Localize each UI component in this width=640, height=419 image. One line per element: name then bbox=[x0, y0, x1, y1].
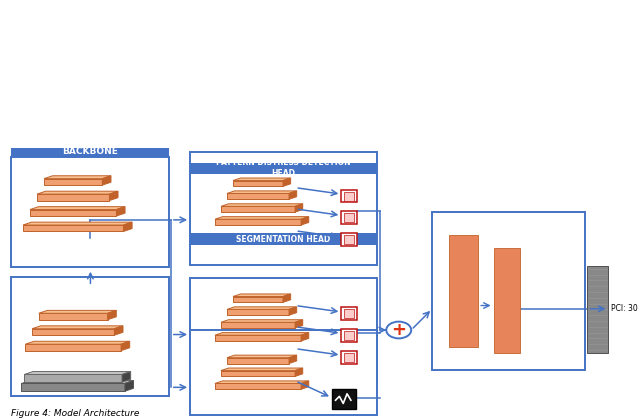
Polygon shape bbox=[44, 178, 102, 185]
Polygon shape bbox=[215, 383, 301, 389]
Polygon shape bbox=[22, 383, 125, 391]
Polygon shape bbox=[24, 375, 122, 382]
Polygon shape bbox=[22, 380, 134, 383]
Polygon shape bbox=[23, 222, 132, 225]
Text: BACKBONE: BACKBONE bbox=[62, 147, 118, 156]
Polygon shape bbox=[37, 194, 109, 201]
FancyBboxPatch shape bbox=[341, 329, 356, 341]
Text: PATTERN DISTRESS DETECTION
HEAD: PATTERN DISTRESS DETECTION HEAD bbox=[216, 158, 351, 178]
Polygon shape bbox=[233, 294, 291, 297]
Polygon shape bbox=[233, 181, 283, 186]
Polygon shape bbox=[295, 204, 303, 212]
FancyBboxPatch shape bbox=[344, 331, 354, 340]
Polygon shape bbox=[233, 297, 283, 303]
FancyBboxPatch shape bbox=[11, 158, 169, 267]
Polygon shape bbox=[227, 307, 297, 309]
FancyBboxPatch shape bbox=[11, 146, 169, 158]
Polygon shape bbox=[32, 326, 123, 329]
FancyBboxPatch shape bbox=[11, 36, 169, 48]
Text: NECK: NECK bbox=[76, 38, 104, 47]
Text: Figure 4: Model Architecture: Figure 4: Model Architecture bbox=[11, 409, 140, 418]
FancyBboxPatch shape bbox=[332, 389, 356, 409]
Polygon shape bbox=[289, 307, 297, 315]
Polygon shape bbox=[215, 335, 301, 341]
Polygon shape bbox=[301, 381, 308, 389]
Polygon shape bbox=[221, 320, 303, 322]
Polygon shape bbox=[289, 191, 297, 199]
Polygon shape bbox=[108, 310, 116, 320]
Polygon shape bbox=[221, 370, 295, 376]
Polygon shape bbox=[227, 355, 297, 358]
Polygon shape bbox=[301, 217, 308, 225]
Polygon shape bbox=[116, 207, 125, 216]
Polygon shape bbox=[289, 355, 297, 364]
Polygon shape bbox=[121, 341, 130, 351]
FancyBboxPatch shape bbox=[341, 308, 356, 321]
FancyBboxPatch shape bbox=[432, 212, 586, 370]
FancyBboxPatch shape bbox=[190, 233, 377, 245]
Polygon shape bbox=[23, 225, 124, 231]
Polygon shape bbox=[221, 322, 295, 328]
Polygon shape bbox=[30, 210, 116, 216]
FancyBboxPatch shape bbox=[344, 309, 354, 318]
Text: +: + bbox=[391, 321, 406, 339]
FancyBboxPatch shape bbox=[341, 189, 356, 202]
FancyBboxPatch shape bbox=[341, 211, 356, 224]
Polygon shape bbox=[295, 320, 303, 328]
Polygon shape bbox=[24, 372, 131, 375]
Polygon shape bbox=[124, 222, 132, 231]
FancyBboxPatch shape bbox=[341, 351, 356, 364]
Text: SEGMENTATION HEAD: SEGMENTATION HEAD bbox=[236, 235, 330, 244]
Polygon shape bbox=[39, 310, 116, 313]
FancyBboxPatch shape bbox=[493, 248, 520, 352]
FancyBboxPatch shape bbox=[11, 277, 169, 396]
Text: PCI: 30: PCI: 30 bbox=[611, 304, 638, 313]
Polygon shape bbox=[221, 204, 303, 206]
Polygon shape bbox=[102, 176, 111, 185]
Polygon shape bbox=[215, 219, 301, 225]
FancyBboxPatch shape bbox=[588, 266, 609, 352]
FancyBboxPatch shape bbox=[190, 152, 377, 265]
Polygon shape bbox=[227, 191, 297, 194]
Polygon shape bbox=[125, 380, 134, 391]
FancyBboxPatch shape bbox=[449, 235, 478, 347]
FancyBboxPatch shape bbox=[432, 43, 586, 54]
FancyBboxPatch shape bbox=[344, 352, 354, 362]
Polygon shape bbox=[283, 294, 291, 303]
Polygon shape bbox=[109, 191, 118, 201]
Polygon shape bbox=[215, 333, 308, 335]
FancyBboxPatch shape bbox=[341, 233, 356, 246]
FancyBboxPatch shape bbox=[190, 279, 377, 383]
Text: LINEAR DISTRESS DETECTION
HEAD: LINEAR DISTRESS DETECTION HEAD bbox=[220, 23, 347, 44]
Polygon shape bbox=[227, 358, 289, 364]
Polygon shape bbox=[295, 368, 303, 376]
Polygon shape bbox=[115, 326, 123, 335]
Polygon shape bbox=[37, 191, 118, 194]
FancyBboxPatch shape bbox=[344, 213, 354, 222]
Polygon shape bbox=[122, 372, 131, 382]
FancyBboxPatch shape bbox=[190, 163, 377, 174]
Polygon shape bbox=[30, 207, 125, 210]
Polygon shape bbox=[227, 309, 289, 315]
Polygon shape bbox=[26, 344, 121, 351]
Polygon shape bbox=[227, 194, 289, 199]
FancyBboxPatch shape bbox=[344, 235, 354, 244]
Polygon shape bbox=[283, 178, 291, 186]
Polygon shape bbox=[44, 176, 111, 178]
FancyBboxPatch shape bbox=[344, 191, 354, 201]
Polygon shape bbox=[221, 206, 295, 212]
Polygon shape bbox=[215, 217, 308, 219]
Polygon shape bbox=[26, 341, 130, 344]
FancyBboxPatch shape bbox=[190, 28, 377, 39]
Polygon shape bbox=[233, 178, 291, 181]
FancyBboxPatch shape bbox=[190, 330, 377, 415]
Polygon shape bbox=[215, 381, 308, 383]
Polygon shape bbox=[32, 329, 115, 335]
Text: PCI ESTIMATION HEAD: PCI ESTIMATION HEAD bbox=[456, 44, 561, 53]
Polygon shape bbox=[301, 333, 308, 341]
Polygon shape bbox=[39, 313, 108, 320]
Polygon shape bbox=[221, 368, 303, 370]
